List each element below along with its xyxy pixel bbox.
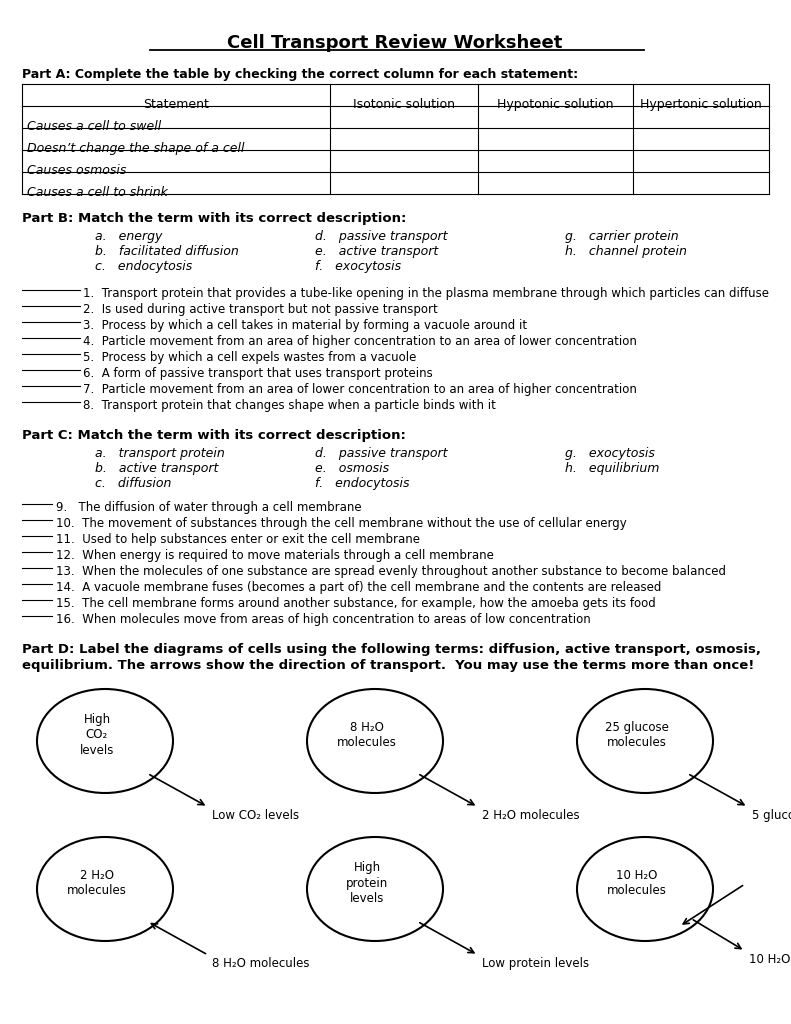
Text: 15.  The cell membrane forms around another substance, for example, how the amoe: 15. The cell membrane forms around anoth… bbox=[56, 597, 656, 610]
Text: 2 H₂O molecules: 2 H₂O molecules bbox=[482, 809, 580, 822]
Text: Causes osmosis: Causes osmosis bbox=[27, 164, 127, 177]
Text: 10 H₂O molecules: 10 H₂O molecules bbox=[749, 953, 791, 966]
Text: Part D: Label the diagrams of cells using the following terms: diffusion, active: Part D: Label the diagrams of cells usin… bbox=[22, 643, 761, 656]
Text: Isotonic solution: Isotonic solution bbox=[353, 98, 455, 111]
Text: 25 glucose
molecules: 25 glucose molecules bbox=[605, 721, 669, 749]
Text: 14.  A vacuole membrane fuses (becomes a part of) the cell membrane and the cont: 14. A vacuole membrane fuses (becomes a … bbox=[56, 581, 661, 594]
Text: 2 H₂O
molecules: 2 H₂O molecules bbox=[67, 869, 127, 897]
Text: a.   transport protein: a. transport protein bbox=[95, 447, 225, 460]
Text: g.   exocytosis: g. exocytosis bbox=[565, 447, 655, 460]
Text: 12.  When energy is required to move materials through a cell membrane: 12. When energy is required to move mate… bbox=[56, 549, 494, 562]
Text: d.   passive transport: d. passive transport bbox=[315, 230, 448, 243]
Text: Doesn’t change the shape of a cell: Doesn’t change the shape of a cell bbox=[27, 142, 244, 155]
Text: 6.  A form of passive transport that uses transport proteins: 6. A form of passive transport that uses… bbox=[83, 367, 433, 380]
Text: 13.  When the molecules of one substance are spread evenly throughout another su: 13. When the molecules of one substance … bbox=[56, 565, 726, 578]
Text: 9.   The diffusion of water through a cell membrane: 9. The diffusion of water through a cell… bbox=[56, 501, 361, 514]
Text: Causes a cell to shrink: Causes a cell to shrink bbox=[27, 186, 168, 199]
Text: Part C: Match the term with its correct description:: Part C: Match the term with its correct … bbox=[22, 429, 406, 442]
Text: 8 H₂O molecules: 8 H₂O molecules bbox=[212, 957, 309, 970]
Text: Hypotonic solution: Hypotonic solution bbox=[498, 98, 614, 111]
Text: c.   endocytosis: c. endocytosis bbox=[95, 260, 192, 273]
Text: Statement: Statement bbox=[143, 98, 209, 111]
Text: g.   carrier protein: g. carrier protein bbox=[565, 230, 679, 243]
Text: e.   osmosis: e. osmosis bbox=[315, 462, 389, 475]
Text: Cell Transport Review Worksheet: Cell Transport Review Worksheet bbox=[227, 34, 562, 52]
Text: 10.  The movement of substances through the cell membrane without the use of cel: 10. The movement of substances through t… bbox=[56, 517, 626, 530]
Text: a.   energy: a. energy bbox=[95, 230, 162, 243]
Text: Part A: Complete the table by checking the correct column for each statement:: Part A: Complete the table by checking t… bbox=[22, 68, 578, 81]
Text: 7.  Particle movement from an area of lower concentration to an area of higher c: 7. Particle movement from an area of low… bbox=[83, 383, 637, 396]
Text: Low protein levels: Low protein levels bbox=[482, 957, 589, 970]
Text: 10 H₂O
molecules: 10 H₂O molecules bbox=[607, 869, 667, 897]
Text: b.   facilitated diffusion: b. facilitated diffusion bbox=[95, 245, 239, 258]
Text: High
CO₂
levels: High CO₂ levels bbox=[80, 714, 114, 757]
Text: d.   passive transport: d. passive transport bbox=[315, 447, 448, 460]
Text: c.   diffusion: c. diffusion bbox=[95, 477, 172, 490]
Text: Hypertonic solution: Hypertonic solution bbox=[640, 98, 762, 111]
Text: High
protein
levels: High protein levels bbox=[346, 861, 388, 904]
Text: 2.  Is used during active transport but not passive transport: 2. Is used during active transport but n… bbox=[83, 303, 437, 316]
Text: e.   active transport: e. active transport bbox=[315, 245, 438, 258]
Text: Low CO₂ levels: Low CO₂ levels bbox=[212, 809, 299, 822]
Text: 1.  Transport protein that provides a tube-like opening in the plasma membrane t: 1. Transport protein that provides a tub… bbox=[83, 287, 769, 300]
Text: f.   exocytosis: f. exocytosis bbox=[315, 260, 401, 273]
Text: 16.  When molecules move from areas of high concentration to areas of low concen: 16. When molecules move from areas of hi… bbox=[56, 613, 591, 626]
Text: Part B: Match the term with its correct description:: Part B: Match the term with its correct … bbox=[22, 212, 407, 225]
Text: 5 glucose molecules: 5 glucose molecules bbox=[752, 809, 791, 822]
Text: 11.  Used to help substances enter or exit the cell membrane: 11. Used to help substances enter or exi… bbox=[56, 534, 420, 546]
Text: equilibrium. The arrows show the direction of transport.  You may use the terms : equilibrium. The arrows show the directi… bbox=[22, 659, 755, 672]
Text: 4.  Particle movement from an area of higher concentration to an area of lower c: 4. Particle movement from an area of hig… bbox=[83, 335, 637, 348]
Text: 5.  Process by which a cell expels wastes from a vacuole: 5. Process by which a cell expels wastes… bbox=[83, 351, 416, 364]
Text: h.   equilibrium: h. equilibrium bbox=[565, 462, 660, 475]
Text: 3.  Process by which a cell takes in material by forming a vacuole around it: 3. Process by which a cell takes in mate… bbox=[83, 319, 527, 332]
Text: b.   active transport: b. active transport bbox=[95, 462, 218, 475]
Text: 8 H₂O
molecules: 8 H₂O molecules bbox=[337, 721, 397, 749]
Text: Causes a cell to swell: Causes a cell to swell bbox=[27, 120, 161, 133]
Text: 8.  Transport protein that changes shape when a particle binds with it: 8. Transport protein that changes shape … bbox=[83, 399, 496, 412]
Text: f.   endocytosis: f. endocytosis bbox=[315, 477, 410, 490]
Text: h.   channel protein: h. channel protein bbox=[565, 245, 687, 258]
